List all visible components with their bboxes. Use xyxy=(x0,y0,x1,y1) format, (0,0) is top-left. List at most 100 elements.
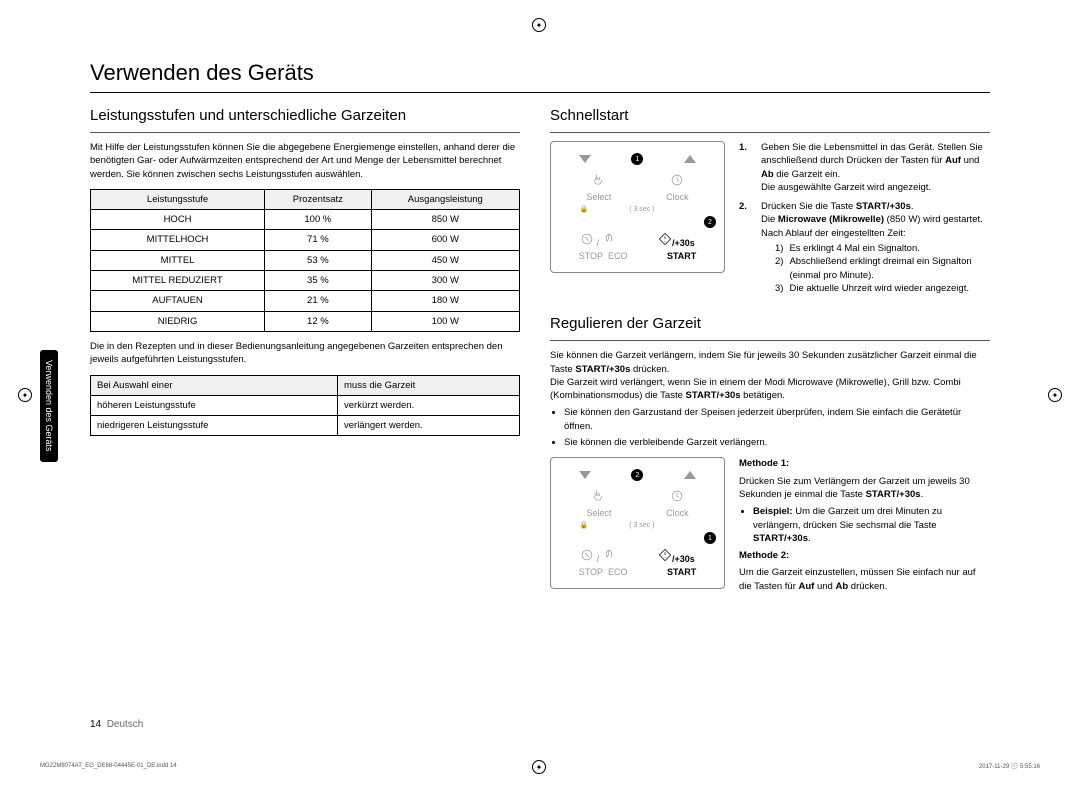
cell: 12 % xyxy=(265,311,372,331)
lock-icon: 🔒 xyxy=(579,205,588,213)
clock-label: Clock xyxy=(666,192,689,202)
regul-bullets: Sie können den Garzustand der Speisen je… xyxy=(564,406,990,449)
cell: MITTEL xyxy=(91,250,265,270)
clock-icon xyxy=(670,489,684,505)
page-title: Verwenden des Geräts xyxy=(90,60,990,86)
cell: HOCH xyxy=(91,210,265,230)
left-column: Leistungsstufen und unterschiedliche Gar… xyxy=(90,107,520,597)
clock-icon xyxy=(670,173,684,189)
up-arrow-icon xyxy=(684,155,696,163)
side-tab: Verwenden des Geräts xyxy=(40,350,58,462)
step-num: 2. xyxy=(739,200,753,295)
cell: 71 % xyxy=(265,230,372,250)
registration-mark-top xyxy=(532,18,546,32)
method2-label: Methode 2: xyxy=(739,550,789,561)
cell: 35 % xyxy=(265,271,372,291)
down-arrow-icon xyxy=(579,155,591,163)
method1-text: Drücken Sie zum Verlängern der Garzeit u… xyxy=(739,475,990,502)
cell: verlängert werden. xyxy=(338,416,520,436)
cell: MITTEL REDUZIERT xyxy=(91,271,265,291)
clock-label: Clock xyxy=(666,508,689,518)
plus30-label: /+30s xyxy=(672,554,695,564)
cell: 600 W xyxy=(371,230,519,250)
start-label: START xyxy=(667,251,696,261)
start-label: START xyxy=(667,567,696,577)
control-panel-diagram-2: 2 Select Clock � xyxy=(550,457,725,589)
page-lang: Deutsch xyxy=(107,719,144,730)
th-time: muss die Garzeit xyxy=(338,375,520,395)
cell: 53 % xyxy=(265,250,372,270)
intro-text: Mit Hilfe der Leistungsstufen können Sie… xyxy=(90,141,520,181)
cell: MITTELHOCH xyxy=(91,230,265,250)
step-badge-1: 1 xyxy=(631,153,643,165)
right-column: Schnellstart 1 xyxy=(550,107,990,597)
quickstart-steps: 1. Geben Sie die Lebensmittel in das Ger… xyxy=(739,141,990,301)
cell: 100 % xyxy=(265,210,372,230)
subnum: 1) xyxy=(775,242,783,255)
start-icon-group: /+30s xyxy=(658,548,695,564)
hand-icon xyxy=(591,173,605,189)
subtext: Es erklingt 4 Mal ein Signalton. xyxy=(789,242,919,255)
cell: 300 W xyxy=(371,271,519,291)
bullet: Sie können den Garzustand der Speisen je… xyxy=(564,406,990,433)
lock-label: ( 3 sec ) xyxy=(629,206,654,213)
cell: 100 W xyxy=(371,311,519,331)
method1-example: Beispiel: Um die Garzeit um drei Minuten… xyxy=(753,505,990,545)
cell: höheren Leistungsstufe xyxy=(91,395,338,415)
step2-text: Drücken Sie die Taste START/+30s. xyxy=(761,200,990,213)
regul-para2: Die Garzeit wird verlängert, wenn Sie in… xyxy=(550,376,990,403)
page-number: 14 xyxy=(90,719,101,730)
step1-text: Geben Sie die Lebensmittel in das Gerät.… xyxy=(761,141,990,181)
method2-text: Um die Garzeit einzustellen, müssen Sie … xyxy=(739,566,990,593)
up-arrow-icon xyxy=(684,471,696,479)
hand-icon xyxy=(591,489,605,505)
section-heading-quickstart: Schnellstart xyxy=(550,107,990,124)
cell: verkürzt werden. xyxy=(338,395,520,415)
methods: Methode 1: Drücken Sie zum Verlängern de… xyxy=(739,457,990,597)
section-heading-adjust: Regulieren der Garzeit xyxy=(550,315,990,332)
select-label: Select xyxy=(586,192,611,202)
note-text: Die in den Rezepten und in dieser Bedien… xyxy=(90,340,520,367)
down-arrow-icon xyxy=(579,471,591,479)
step-badge-1b: 1 xyxy=(704,532,716,544)
registration-mark-right xyxy=(1048,388,1062,402)
step-badge-2: 2 xyxy=(704,216,716,228)
subnum: 2) xyxy=(775,255,783,282)
lock-icon: 🔒 xyxy=(579,521,588,529)
regul-intro: Sie können die Garzeit verlängern, indem… xyxy=(550,349,990,376)
th-level: Leistungsstufe xyxy=(91,189,265,209)
eco-label: ECO xyxy=(608,251,628,261)
print-metadata: MG22M8074AT_EG_DE68-04445E-01_DE.indd 14… xyxy=(40,763,1040,770)
cell: 21 % xyxy=(265,291,372,311)
method1-label: Methode 1: xyxy=(739,458,789,469)
select-label: Select xyxy=(586,508,611,518)
cell: AUFTAUEN xyxy=(91,291,265,311)
stop-label: STOP xyxy=(579,251,603,261)
registration-mark-left xyxy=(18,388,32,402)
cell: 850 W xyxy=(371,210,519,230)
stop-eco-icons: / xyxy=(580,548,616,564)
lock-label: ( 3 sec ) xyxy=(629,522,654,529)
step-num: 1. xyxy=(739,141,753,194)
page-footer: 14 Deutsch xyxy=(90,719,143,730)
step1-sub: Die ausgewählte Garzeit wird angezeigt. xyxy=(761,181,990,194)
subtext: Die aktuelle Uhrzeit wird wieder angezei… xyxy=(789,282,969,295)
adjustment-table: Bei Auswahl einer muss die Garzeit höher… xyxy=(90,375,520,437)
subtext: Abschließend erklingt dreimal ein Signal… xyxy=(789,255,990,282)
th-selection: Bei Auswahl einer xyxy=(91,375,338,395)
print-file: MG22M8074AT_EG_DE68-04445E-01_DE.indd 14 xyxy=(40,763,177,770)
step-badge-2b: 2 xyxy=(631,469,643,481)
control-panel-diagram-1: 1 Select Clock � xyxy=(550,141,725,273)
stop-eco-icons: / xyxy=(580,232,616,248)
th-output: Ausgangsleistung xyxy=(371,189,519,209)
cell: 180 W xyxy=(371,291,519,311)
eco-label: ECO xyxy=(608,567,628,577)
cell: 450 W xyxy=(371,250,519,270)
page-content: Verwenden des Geräts Leistungsstufen und… xyxy=(90,60,990,730)
plus30-label: /+30s xyxy=(672,238,695,248)
power-table: Leistungsstufe Prozentsatz Ausgangsleist… xyxy=(90,189,520,332)
bullet: Sie können die verbleibende Garzeit verl… xyxy=(564,436,990,449)
th-percent: Prozentsatz xyxy=(265,189,372,209)
section-heading-power: Leistungsstufen und unterschiedliche Gar… xyxy=(90,107,520,124)
step2-sub: Die Microwave (Mikrowelle) (850 W) wird … xyxy=(761,213,990,240)
